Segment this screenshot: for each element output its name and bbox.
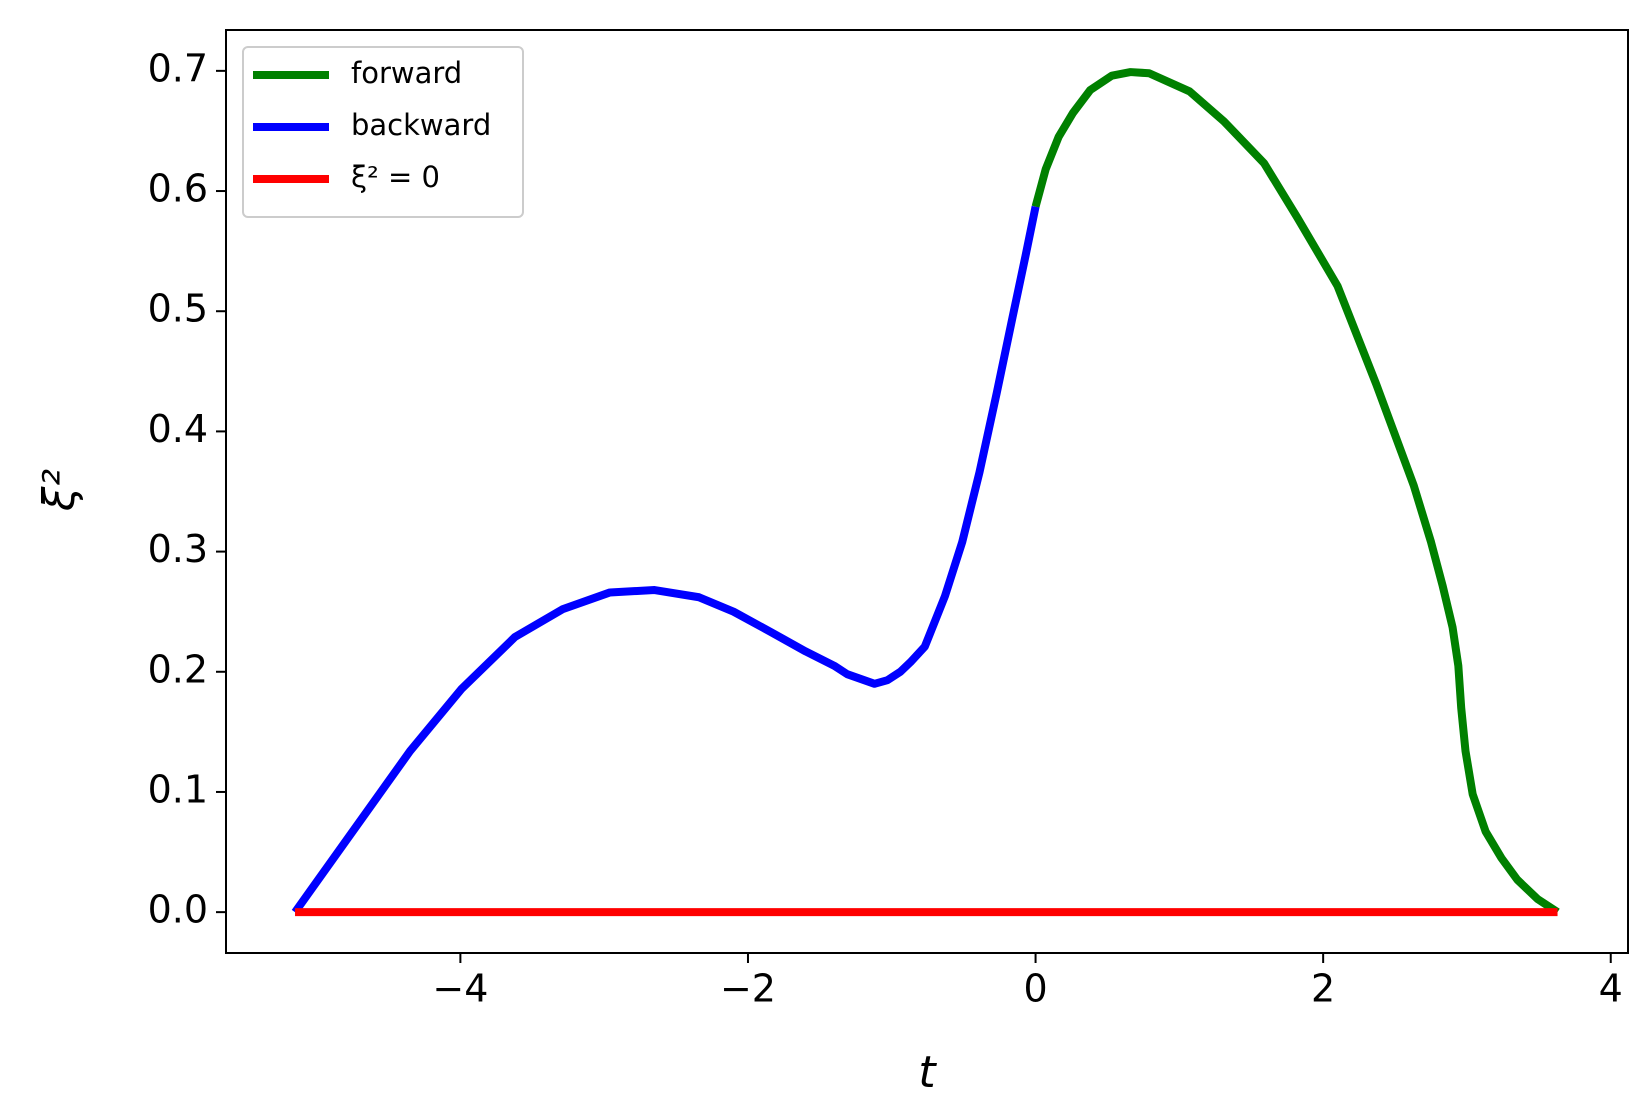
y-tick-label: 0.7 xyxy=(148,46,208,90)
y-tick-label: 0.0 xyxy=(148,888,208,932)
x-tick-label: −2 xyxy=(720,967,776,1011)
legend-label: backward xyxy=(351,108,491,142)
plot-frame xyxy=(225,29,1629,954)
x-axis-label: t xyxy=(918,1047,937,1098)
legend-label: forward xyxy=(351,56,462,90)
y-tick-label: 0.5 xyxy=(148,287,208,331)
series-line xyxy=(1031,68,1560,916)
x-tick-label: −4 xyxy=(432,967,488,1011)
x-tick-label: 4 xyxy=(1599,967,1623,1011)
x-tick-label: 0 xyxy=(1023,967,1047,1011)
y-tick-label: 0.4 xyxy=(148,407,208,451)
legend-label: ξ² = 0 xyxy=(351,160,440,194)
y-tick-label: 0.1 xyxy=(148,767,208,811)
x-tick-label: 2 xyxy=(1311,967,1335,1011)
legend: forward backward ξ² = 0 xyxy=(242,46,524,218)
series-line xyxy=(291,205,1040,915)
y-tick-label: 0.6 xyxy=(148,167,208,211)
y-tick-label: 0.3 xyxy=(148,527,208,571)
legend-box xyxy=(242,46,524,218)
y-tick-label: 0.2 xyxy=(148,647,208,691)
y-axis-label: ξ² xyxy=(34,469,85,512)
